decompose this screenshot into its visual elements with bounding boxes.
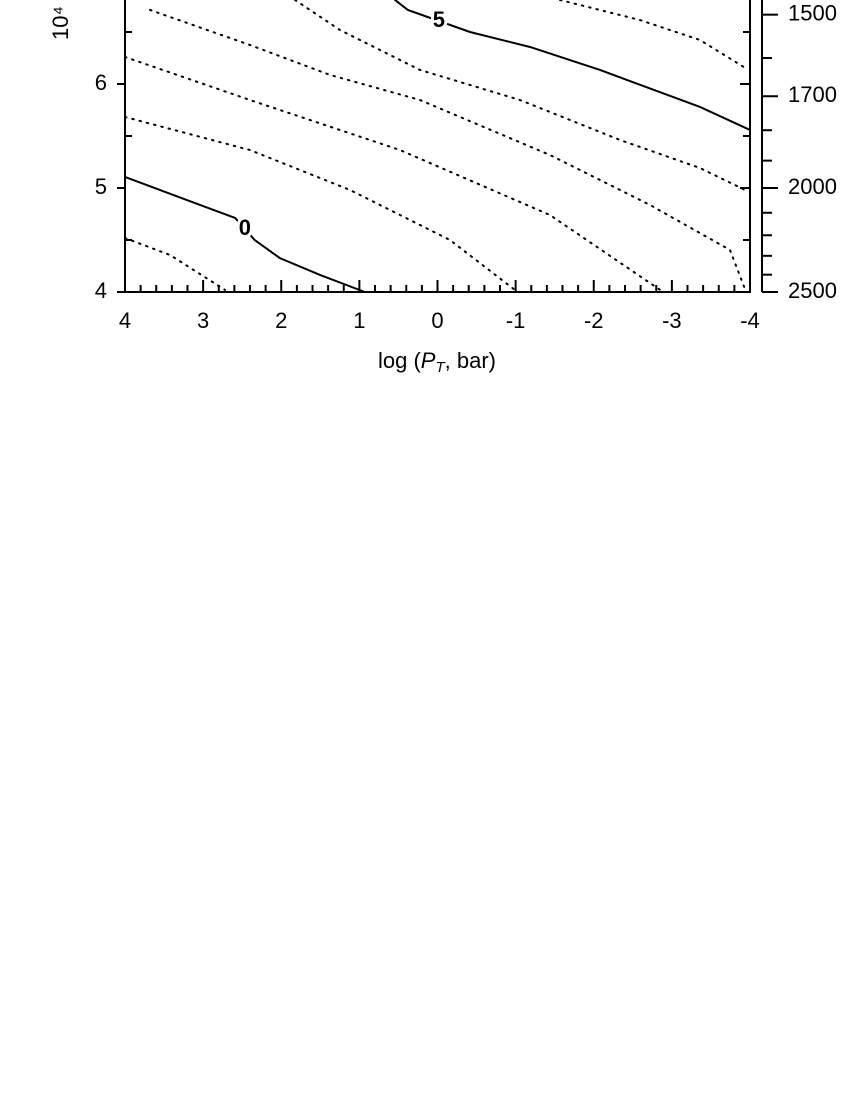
- y-axis-label: 10⁴: [48, 6, 73, 40]
- contour-line: [124, 175, 366, 293]
- x-tick-label: 1: [353, 308, 365, 333]
- x-tick-label: -2: [584, 308, 604, 333]
- contour-label: 0: [239, 215, 251, 240]
- contour-line: [394, 0, 751, 131]
- x-tick-label: -3: [662, 308, 682, 333]
- x-tick-label: -1: [506, 308, 526, 333]
- x-tick-label: -4: [740, 308, 760, 333]
- contour-line: [149, 8, 747, 291]
- y-tick-label: 6: [95, 70, 107, 95]
- contour-line: [294, 0, 747, 192]
- x-axis-label: log (PT, bar): [378, 348, 496, 376]
- contour-line: [124, 115, 516, 291]
- y2-tick-label: 2500: [788, 278, 837, 303]
- contour-line: [559, 0, 747, 69]
- x-tick-label: 2: [275, 308, 287, 333]
- x-tick-label: 4: [119, 308, 131, 333]
- contour-line: [124, 237, 226, 291]
- x-label-var: P: [421, 348, 436, 373]
- x-label-prefix: log (: [378, 348, 421, 373]
- y-tick-label: 5: [95, 174, 107, 199]
- y2-tick-label: 1500: [788, 0, 837, 25]
- y2-tick-label: 1700: [788, 82, 837, 107]
- x-label-sub: T: [435, 359, 446, 376]
- x-tick-label: 0: [431, 308, 443, 333]
- y-tick-label: 4: [95, 278, 107, 303]
- contour-label: 5: [433, 7, 445, 32]
- x-tick-label: 3: [197, 308, 209, 333]
- y2-tick-label: 2000: [788, 174, 837, 199]
- x-label-suffix: , bar): [445, 348, 496, 373]
